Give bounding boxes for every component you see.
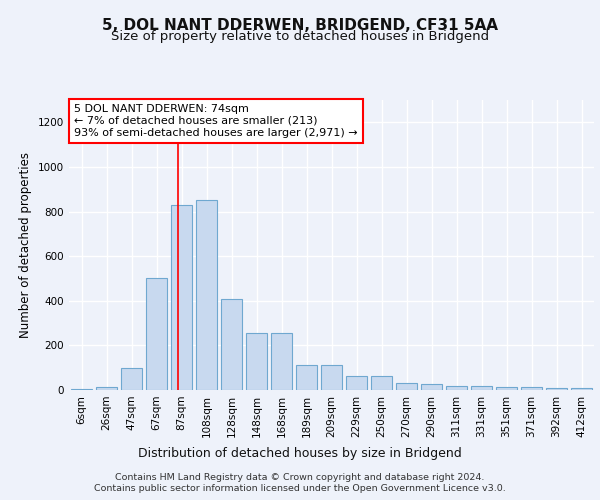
Text: 5 DOL NANT DDERWEN: 74sqm
← 7% of detached houses are smaller (213)
93% of semi-: 5 DOL NANT DDERWEN: 74sqm ← 7% of detach… — [74, 104, 358, 138]
Bar — [396, 384, 417, 390]
Bar — [121, 368, 142, 390]
Bar — [146, 278, 167, 390]
Bar — [421, 384, 442, 390]
Bar — [196, 200, 217, 390]
Text: Contains HM Land Registry data © Crown copyright and database right 2024.: Contains HM Land Registry data © Crown c… — [115, 472, 485, 482]
Text: Contains public sector information licensed under the Open Government Licence v3: Contains public sector information licen… — [94, 484, 506, 493]
Bar — [96, 387, 117, 390]
Y-axis label: Number of detached properties: Number of detached properties — [19, 152, 32, 338]
Bar — [171, 205, 192, 390]
Bar — [546, 388, 567, 390]
Bar — [221, 298, 242, 390]
Bar — [471, 386, 492, 390]
Bar — [371, 376, 392, 390]
Text: Size of property relative to detached houses in Bridgend: Size of property relative to detached ho… — [111, 30, 489, 43]
Text: 5, DOL NANT DDERWEN, BRIDGEND, CF31 5AA: 5, DOL NANT DDERWEN, BRIDGEND, CF31 5AA — [102, 18, 498, 32]
Bar — [71, 389, 92, 390]
Bar — [571, 388, 592, 390]
Bar — [296, 366, 317, 390]
Bar — [246, 333, 267, 390]
Bar — [521, 388, 542, 390]
Bar — [271, 333, 292, 390]
Bar — [321, 366, 342, 390]
Bar — [346, 376, 367, 390]
Text: Distribution of detached houses by size in Bridgend: Distribution of detached houses by size … — [138, 448, 462, 460]
Bar — [446, 386, 467, 390]
Bar — [496, 388, 517, 390]
